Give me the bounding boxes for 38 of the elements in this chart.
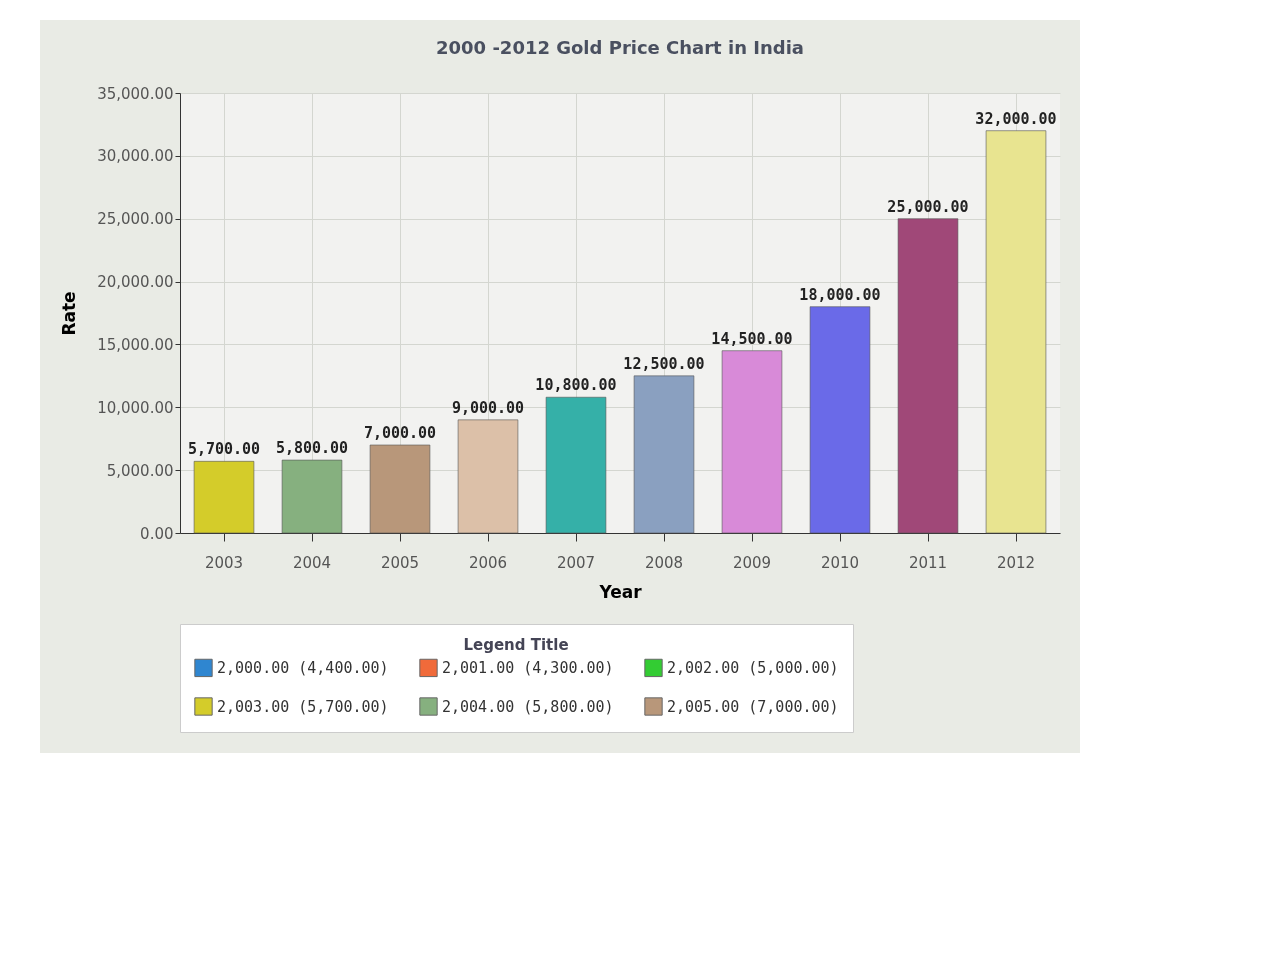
y-tick-label: 10,000.00 [97, 398, 174, 417]
data-label: 5,800.00 [275, 439, 349, 458]
data-label: 5,700.00 [187, 440, 261, 459]
x-axis-title: Year [598, 581, 643, 602]
data-label: 12,500.00 [623, 354, 705, 373]
legend-label: 2,001.00 (4,300.00) [442, 658, 614, 677]
data-label: 14,500.00 [711, 329, 793, 348]
legend-label: 2,005.00 (7,000.00) [667, 697, 839, 716]
x-tick-label: 2011 [908, 553, 948, 572]
legend-label: 2,003.00 (5,700.00) [217, 697, 389, 716]
data-label: 18,000.00 [799, 285, 881, 304]
data-label: 9,000.00 [451, 398, 525, 417]
legend-label: 2,000.00 (4,400.00) [217, 658, 389, 677]
data-label: 10,800.00 [535, 376, 617, 395]
x-tick-label: 2006 [468, 553, 508, 572]
y-tick-label: 20,000.00 [97, 273, 174, 292]
x-tick-label: 2010 [820, 553, 860, 572]
x-tick-label: 2005 [380, 553, 420, 572]
legend-title: Legend Title [463, 636, 569, 654]
legend-label: 2,004.00 (5,800.00) [442, 697, 614, 716]
chart-title: 2000 -2012 Gold Price Chart in India [436, 37, 804, 58]
y-tick-label: 5,000.00 [106, 461, 174, 480]
x-tick-label: 2004 [292, 553, 332, 572]
legend-label: 2,002.00 (5,000.00) [667, 658, 839, 677]
y-tick-label: 0.00 [140, 524, 174, 543]
y-tick-label: 25,000.00 [97, 210, 174, 229]
data-label: 32,000.00 [975, 109, 1057, 128]
x-tick-label: 2007 [556, 553, 596, 572]
x-tick-label: 2008 [644, 553, 684, 572]
x-tick-label: 2003 [204, 553, 244, 572]
y-tick-label: 35,000.00 [97, 84, 174, 103]
data-label: 7,000.00 [363, 424, 437, 442]
y-axis-title: Rate [59, 291, 80, 336]
x-tick-label: 2012 [996, 553, 1036, 572]
x-tick-label: 2009 [732, 553, 772, 572]
data-label: 25,000.00 [887, 197, 969, 216]
y-tick-label: 30,000.00 [97, 147, 174, 166]
y-tick-label: 15,000.00 [97, 335, 174, 354]
